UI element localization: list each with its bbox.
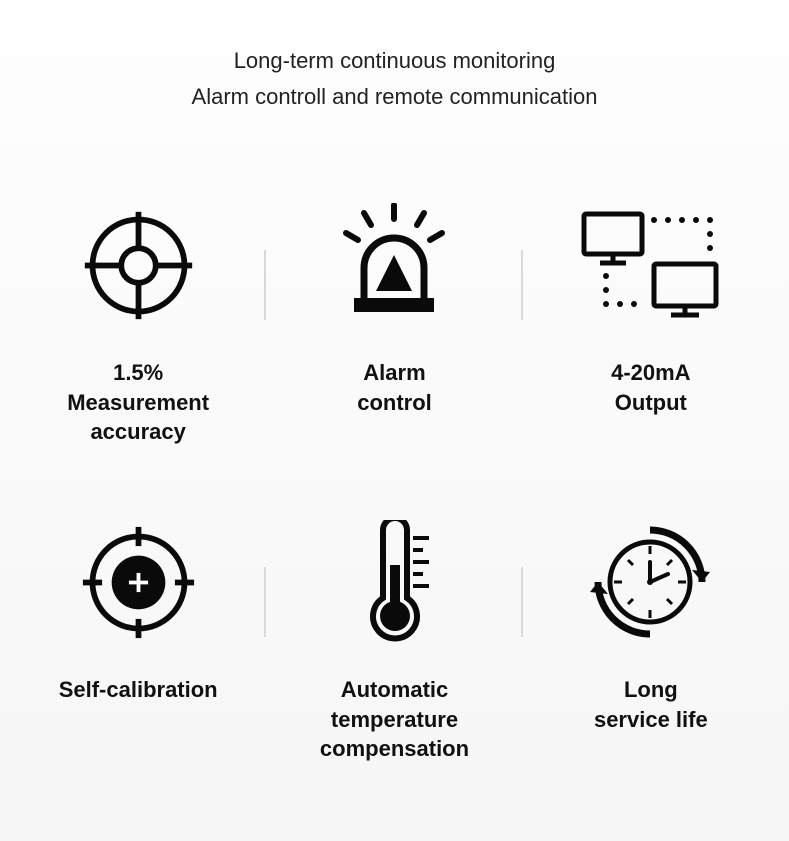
header-line-1: Long-term continuous monitoring <box>0 48 789 74</box>
feature-alarm-control: Alarm control <box>266 200 522 447</box>
feature-label: Automatic temperature compensation <box>320 675 469 764</box>
feature-label: Long service life <box>594 675 708 734</box>
feature-label: Self-calibration <box>59 675 218 705</box>
feature-label: Alarm control <box>357 358 432 417</box>
clock-cycle-icon <box>588 517 713 647</box>
thermometer-icon <box>349 517 439 647</box>
feature-self-calibration: Self-calibration <box>10 517 266 764</box>
header-line-2: Alarm controll and remote communication <box>0 84 789 110</box>
alarm-icon <box>334 200 454 330</box>
feature-4-20ma-output: 4-20mA Output <box>523 200 779 447</box>
monitors-icon <box>576 200 726 330</box>
feature-label: 1.5% Measurement accuracy <box>67 358 209 447</box>
feature-auto-temp-compensation: Automatic temperature compensation <box>266 517 522 764</box>
feature-long-service-life: Long service life <box>523 517 779 764</box>
crosshair-icon <box>81 200 196 330</box>
header: Long-term continuous monitoring Alarm co… <box>0 0 789 110</box>
target-plus-icon <box>81 517 196 647</box>
features-grid: 1.5% Measurement accuracy <box>0 200 789 764</box>
feature-label: 4-20mA Output <box>611 358 690 417</box>
feature-measurement-accuracy: 1.5% Measurement accuracy <box>10 200 266 447</box>
